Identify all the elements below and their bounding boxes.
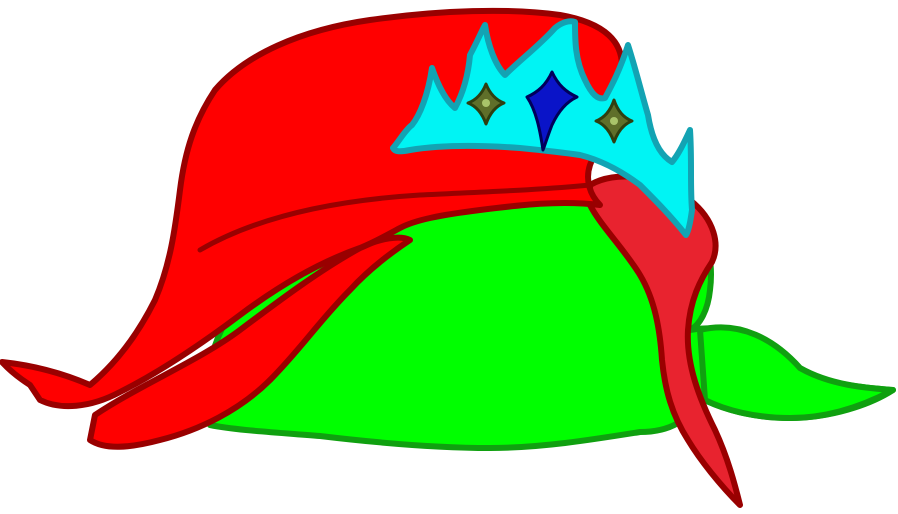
left-gem-sparkle	[482, 99, 490, 107]
lower-hair-lock	[87, 234, 413, 450]
right-gem-sparkle	[610, 117, 618, 125]
back-hair-lock	[587, 173, 743, 508]
hair-swoop-line	[197, 182, 593, 253]
center-gem	[525, 70, 579, 152]
leaf-ear	[697, 324, 896, 421]
